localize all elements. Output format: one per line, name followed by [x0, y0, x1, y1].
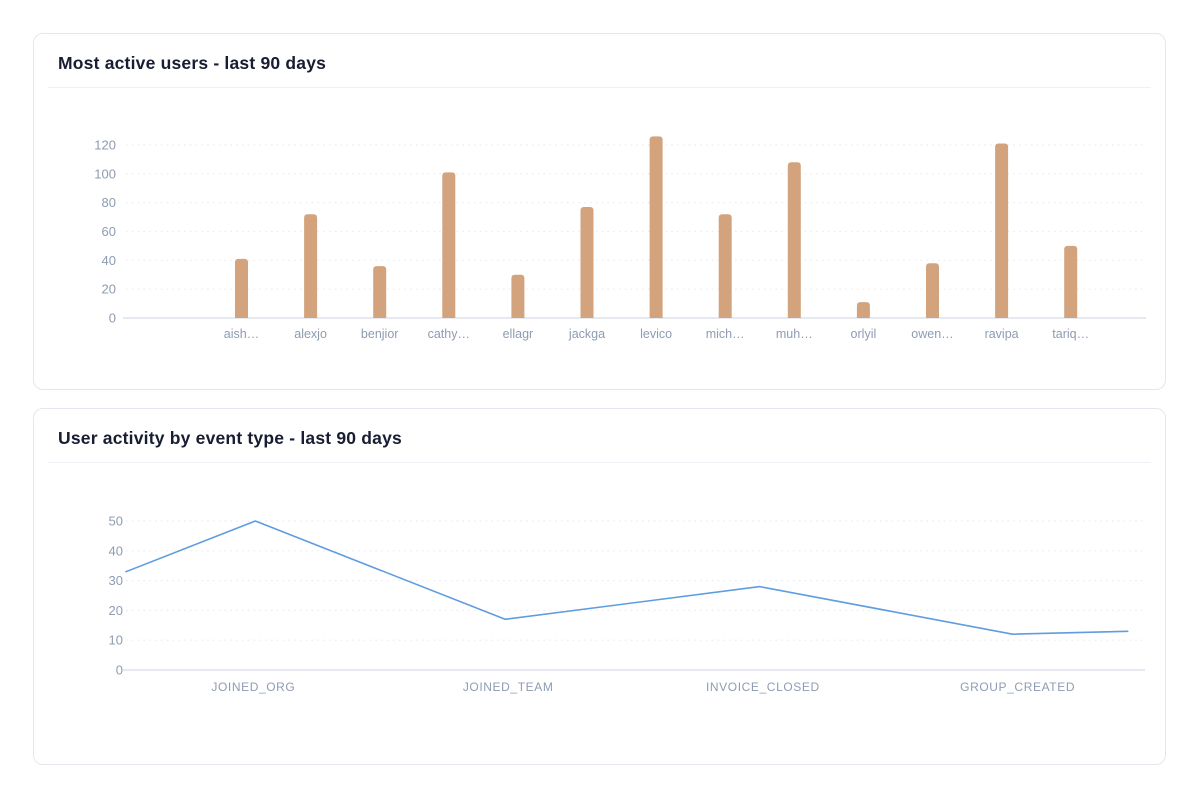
- y-tick-label: 60: [102, 224, 116, 239]
- x-tick-label: INVOICE_CLOSED: [706, 680, 820, 694]
- x-tick-label: cathy…: [428, 327, 470, 341]
- bar: [718, 214, 732, 318]
- y-tick-label: 20: [109, 603, 123, 618]
- y-tick-label: 10: [109, 633, 123, 648]
- title-divider: [48, 87, 1151, 88]
- card-title: User activity by event type - last 90 da…: [58, 428, 402, 448]
- y-tick-label: 50: [109, 514, 123, 529]
- card-title: Most active users - last 90 days: [58, 53, 327, 73]
- bar: [373, 266, 387, 318]
- x-tick-label: JOINED_TEAM: [463, 680, 554, 694]
- y-tick-label: 120: [94, 137, 116, 152]
- bar: [511, 274, 525, 318]
- x-tick-label: levico: [640, 327, 672, 341]
- bar: [304, 214, 318, 318]
- bar-chart: 0 20 40 60 80 100 120 aish… alexjo benjior cathy… e…: [94, 136, 1146, 341]
- bar: [926, 263, 939, 318]
- card-most-active-users: Most active users - last 90 days 0 20 40 60…: [33, 33, 1166, 390]
- x-tick-label: muh…: [776, 327, 813, 341]
- bar: [1064, 245, 1078, 318]
- y-tick-label: 30: [109, 573, 123, 588]
- bar: [580, 206, 594, 318]
- bar: [442, 172, 456, 318]
- bar: [235, 258, 248, 318]
- x-tick-label: tariq…: [1052, 327, 1089, 341]
- x-tick-label: ravipa: [985, 327, 1019, 341]
- y-tick-label: 0: [109, 311, 116, 326]
- bar: [995, 143, 1009, 318]
- x-tick-label: orlyil: [851, 327, 877, 341]
- y-tick-label: 80: [102, 195, 116, 210]
- x-tick-label: jackga: [568, 327, 605, 341]
- x-tick-label: ellagr: [503, 327, 534, 341]
- x-tick-label: aish…: [224, 327, 259, 341]
- bar: [787, 162, 801, 318]
- x-tick-label: GROUP_CREATED: [960, 680, 1075, 694]
- x-tick-label: alexjo: [294, 327, 327, 341]
- y-tick-label: 100: [94, 166, 116, 181]
- x-tick-label: JOINED_ORG: [211, 680, 295, 694]
- y-tick-label: 0: [116, 663, 123, 678]
- y-tick-label: 20: [102, 282, 116, 297]
- activity-line: [125, 520, 1129, 635]
- card-user-activity-by-event-type: User activity by event type - last 90 da…: [33, 408, 1166, 765]
- bar: [649, 136, 663, 318]
- line-chart: 0 10 20 30 40 50 JOINED_ORG JOINED_TEAM INVOICE_…: [109, 514, 1145, 694]
- x-tick-label: owen…: [911, 327, 953, 341]
- y-tick-label: 40: [102, 253, 116, 268]
- title-divider: [48, 462, 1151, 463]
- x-tick-label: mich…: [706, 327, 745, 341]
- x-tick-label: benjior: [361, 327, 399, 341]
- y-tick-label: 40: [109, 543, 123, 558]
- bar: [856, 302, 870, 318]
